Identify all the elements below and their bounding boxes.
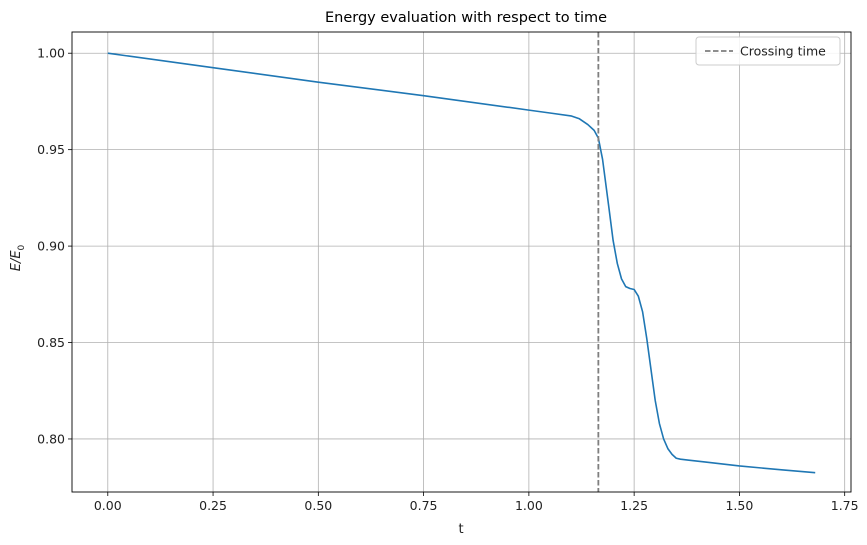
- x-tick-label: 1.75: [831, 498, 859, 513]
- legend-box: [695, 36, 841, 66]
- x-tick-label: 0.75: [410, 498, 438, 513]
- x-tick-label: 1.00: [515, 498, 543, 513]
- y-tick-label: 0.90: [37, 239, 65, 254]
- x-tick-label: 1.25: [620, 498, 648, 513]
- y-axis-label-group: E/E0: [9, 244, 27, 271]
- x-tick-label: 0.00: [94, 498, 122, 513]
- ticks: 0.00 0.25 0.50 0.75 1.00 1.25 1.50 1.75 0.80 0.85…: [37, 46, 858, 513]
- y-tick-label: 0.80: [37, 431, 65, 446]
- x-tick-label: 0.50: [304, 498, 332, 513]
- y-tick-label: 1.00: [37, 46, 65, 61]
- energy-series-line: [107, 52, 816, 474]
- y-tick-label: 0.95: [37, 142, 65, 157]
- x-axis-label: t: [458, 522, 463, 537]
- chart-title: Energy evaluation with respect to time: [325, 10, 607, 26]
- legend-label-crossing-time: Crossing time: [740, 44, 826, 59]
- legend: Crossing time: [695, 36, 841, 66]
- plot-lines: [107, 32, 816, 492]
- y-axis-label: E/E0: [9, 244, 27, 271]
- plot-frame: [71, 31, 852, 493]
- x-tick-label: 0.25: [199, 498, 227, 513]
- x-tick-label: 1.50: [725, 498, 753, 513]
- y-tick-label: 0.85: [37, 335, 65, 350]
